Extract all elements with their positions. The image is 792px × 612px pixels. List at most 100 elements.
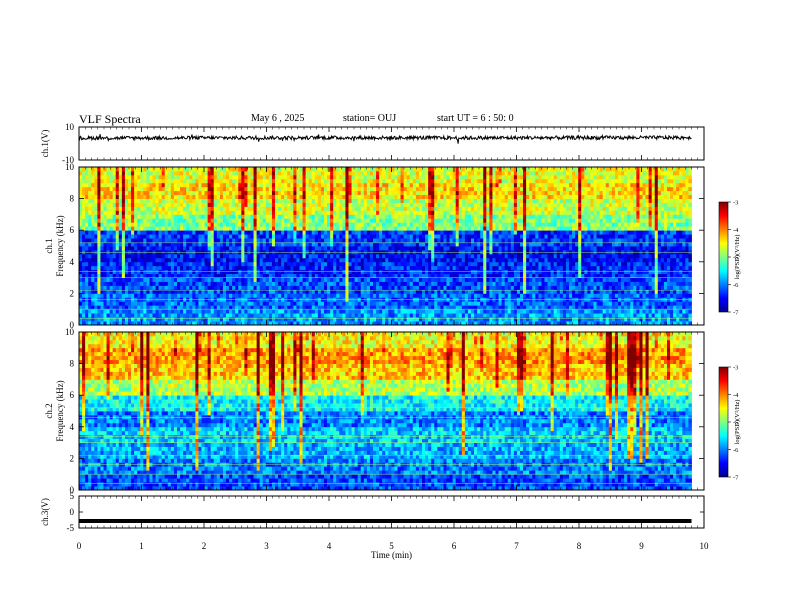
psd-cell — [284, 230, 288, 235]
psd-cell — [379, 190, 383, 196]
psd-cell — [275, 257, 279, 263]
psd-cell — [137, 321, 141, 326]
psd-cell — [314, 281, 319, 286]
psd-cell — [131, 190, 135, 196]
psd-cell — [278, 273, 282, 278]
psd-cell — [109, 170, 114, 176]
psd-cell — [232, 202, 236, 207]
psd-cell — [134, 190, 138, 196]
psd-cell — [88, 214, 92, 219]
psd-cell — [158, 230, 163, 235]
psd-cell — [422, 253, 426, 259]
psd-cell — [207, 234, 212, 239]
psd-cell — [422, 214, 426, 219]
psd-cell — [296, 289, 300, 294]
psd-cell — [146, 273, 150, 278]
psd-cell — [458, 230, 463, 235]
psd-cell — [164, 206, 169, 211]
psd-cell — [369, 257, 374, 263]
psd-cell — [431, 174, 435, 180]
psd-cell — [256, 321, 261, 326]
psd-cell — [437, 230, 441, 235]
psd-cell — [278, 190, 282, 196]
psd-cell — [109, 301, 114, 306]
psd-cell — [342, 277, 346, 282]
psd-cell — [226, 309, 230, 314]
psd-cell — [360, 190, 365, 196]
psd-cell — [385, 182, 389, 188]
psd-cell — [235, 202, 239, 207]
psd-cell — [177, 305, 181, 310]
psd-cell — [422, 190, 426, 196]
psd-cell — [265, 321, 270, 326]
psd-cell — [348, 222, 352, 227]
psd-cell — [360, 222, 365, 227]
psd-cell — [406, 293, 411, 298]
psd-cell — [103, 186, 107, 192]
psd-cell — [275, 210, 279, 215]
psd-cell — [287, 178, 291, 184]
psd-cell — [82, 230, 86, 235]
psd-cell — [173, 202, 178, 207]
psd-cell — [201, 269, 205, 275]
psd-cell — [235, 210, 239, 215]
psd-cell — [382, 218, 386, 223]
psd-cell — [327, 190, 331, 196]
psd-cell — [219, 182, 224, 188]
psd-cell — [146, 285, 150, 290]
psd-cell — [170, 202, 175, 207]
psd-cell — [330, 293, 334, 298]
psd-cell — [109, 261, 114, 267]
psd-cell — [247, 194, 251, 199]
psd-cell — [128, 198, 132, 203]
psd-cell — [376, 174, 380, 180]
psd-cell — [449, 222, 454, 227]
psd-cell — [268, 246, 273, 251]
psd-cell — [115, 230, 120, 235]
psd-cell — [253, 321, 258, 326]
psd-cell — [293, 305, 297, 310]
psd-cell — [94, 167, 98, 172]
psd-cell — [143, 174, 147, 180]
psd-cell — [170, 257, 175, 263]
psd-cell — [155, 174, 160, 180]
psd-cell — [363, 285, 368, 290]
psd-cell — [210, 210, 215, 215]
psd-cell — [112, 269, 117, 275]
psd-cell — [351, 253, 356, 259]
psd-cell — [222, 289, 227, 294]
psd-cell — [180, 285, 184, 290]
psd-cell — [201, 182, 205, 188]
psd-cell — [121, 234, 126, 239]
psd-cell — [406, 277, 411, 282]
psd-cell — [339, 257, 343, 263]
psd-cell — [146, 238, 150, 243]
psd-cell — [440, 234, 444, 239]
psd-cell — [339, 309, 343, 314]
psd-cell — [189, 301, 193, 306]
psd-cell — [173, 194, 178, 199]
psd-cell — [131, 238, 135, 243]
psd-cell — [152, 210, 156, 215]
psd-cell — [238, 174, 242, 180]
psd-cell — [79, 167, 83, 172]
psd-cell — [443, 167, 447, 172]
psd-cell — [229, 167, 233, 172]
psd-cell — [284, 206, 288, 211]
psd-cell — [345, 234, 349, 239]
psd-cell — [213, 317, 218, 322]
psd-cell — [253, 238, 258, 243]
psd-cell — [195, 202, 199, 207]
psd-cell — [85, 170, 89, 176]
psd-cell — [207, 293, 212, 298]
psd-cell — [161, 317, 166, 322]
psd-cell — [418, 218, 423, 223]
psd-cell — [415, 273, 420, 278]
psd-cell — [287, 210, 291, 215]
psd-cell — [373, 293, 377, 298]
psd-cell — [305, 206, 310, 211]
psd-cell — [440, 242, 444, 247]
psd-cell — [342, 253, 346, 259]
psd-cell — [314, 317, 319, 322]
psd-cell — [324, 210, 328, 215]
